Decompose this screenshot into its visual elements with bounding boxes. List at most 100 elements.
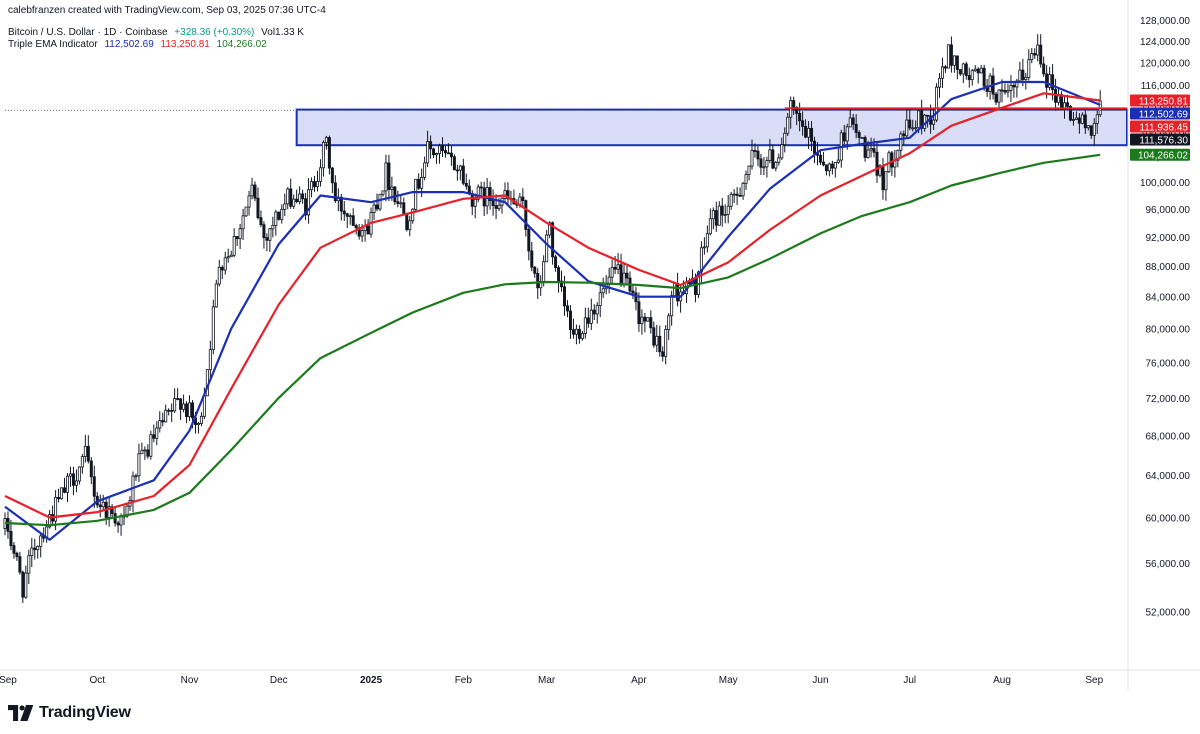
candle-body bbox=[750, 150, 754, 167]
candle-body bbox=[39, 535, 43, 547]
candle-body bbox=[24, 572, 28, 598]
candle-body bbox=[914, 127, 918, 130]
candle-body bbox=[188, 402, 192, 418]
candle-body bbox=[101, 501, 105, 508]
candle-body bbox=[821, 161, 825, 166]
candle-body bbox=[417, 178, 421, 189]
candle-body bbox=[1039, 44, 1043, 65]
candle-body bbox=[613, 266, 617, 270]
candle-body bbox=[161, 420, 165, 423]
candle-body bbox=[429, 141, 433, 150]
candle-body bbox=[238, 228, 242, 240]
candle-body bbox=[30, 547, 34, 557]
candle-body bbox=[530, 250, 534, 268]
tradingview-brand[interactable]: TradingView bbox=[8, 702, 131, 724]
candle-body bbox=[917, 110, 921, 129]
candle-body bbox=[345, 213, 349, 217]
candle-body bbox=[253, 184, 257, 199]
candle-body bbox=[536, 272, 540, 289]
x-tick-label: Apr bbox=[631, 675, 647, 686]
candle-body bbox=[494, 205, 498, 209]
candle-body bbox=[1086, 125, 1090, 129]
candle-body bbox=[402, 202, 406, 215]
candle-body bbox=[658, 335, 662, 353]
candle-body bbox=[74, 480, 78, 486]
candle-body bbox=[631, 290, 635, 294]
candle-body bbox=[223, 257, 227, 271]
candle-body bbox=[946, 44, 950, 69]
candle-body bbox=[440, 145, 444, 151]
candle-body bbox=[932, 119, 936, 125]
candle-body bbox=[625, 272, 629, 279]
candle-body bbox=[979, 67, 983, 74]
candle-body bbox=[458, 165, 462, 171]
candle-body bbox=[256, 197, 260, 219]
candle-body bbox=[637, 301, 641, 325]
candle-body bbox=[185, 403, 189, 418]
y-tick-label: 100,000.00 bbox=[1140, 178, 1190, 189]
candle-body bbox=[286, 188, 290, 205]
candle-body bbox=[432, 148, 436, 156]
candle-body bbox=[1045, 73, 1049, 88]
candle-body bbox=[920, 110, 924, 129]
candle-body bbox=[446, 152, 450, 155]
candle-body bbox=[232, 236, 236, 256]
y-tick-label: 124,000.00 bbox=[1140, 37, 1190, 48]
candle-body bbox=[77, 466, 81, 482]
candle-body bbox=[190, 402, 194, 419]
candle-body bbox=[170, 409, 174, 412]
ema-lines-layer bbox=[4, 80, 1101, 541]
candle-body bbox=[726, 205, 730, 215]
x-tick-label: Nov bbox=[181, 675, 199, 686]
ema-mid-value: 113,250.81 bbox=[160, 39, 210, 50]
candle-body bbox=[1083, 114, 1087, 129]
candle-body bbox=[747, 165, 751, 175]
candle-body bbox=[1027, 59, 1031, 78]
x-tick-label: Mar bbox=[538, 675, 556, 686]
candle-body bbox=[771, 149, 775, 169]
indicator-name: Triple EMA Indicator bbox=[8, 39, 98, 50]
candle-body bbox=[387, 162, 391, 190]
candle-body bbox=[54, 496, 58, 522]
candle-body bbox=[548, 222, 552, 236]
candle-body bbox=[813, 140, 817, 154]
candle-body bbox=[449, 152, 453, 158]
candle-body bbox=[211, 306, 215, 351]
indicator-legend[interactable]: Triple EMA Indicator 112,502.69 113,250.… bbox=[8, 39, 271, 50]
candle-body bbox=[318, 167, 322, 182]
candle-body bbox=[443, 150, 447, 154]
price-label-text: 111,576.30 bbox=[1139, 135, 1188, 146]
candle-body bbox=[807, 127, 811, 138]
candle-body bbox=[18, 556, 22, 573]
candle-body bbox=[280, 208, 284, 220]
candle-body bbox=[560, 280, 564, 288]
ema-fast-line bbox=[4, 80, 1101, 541]
candle-body bbox=[753, 150, 757, 152]
candle-body bbox=[860, 137, 864, 139]
candle-body bbox=[601, 288, 605, 294]
candle-body bbox=[438, 145, 442, 154]
y-tick-label: 128,000.00 bbox=[1140, 16, 1190, 27]
y-tick-label: 52,000.00 bbox=[1146, 607, 1191, 618]
ema-slow-line bbox=[4, 153, 1101, 527]
candle-body bbox=[57, 496, 61, 500]
x-tick-label: Aug bbox=[993, 675, 1011, 686]
candle-body bbox=[872, 148, 876, 153]
candle-body bbox=[461, 165, 465, 184]
candle-body bbox=[774, 161, 778, 169]
candle-body bbox=[149, 434, 153, 457]
candle-body bbox=[899, 133, 903, 151]
candle-body bbox=[583, 317, 587, 334]
candle-body bbox=[310, 181, 314, 191]
candle-body bbox=[217, 266, 221, 285]
y-tick-label: 116,000.00 bbox=[1141, 81, 1191, 92]
horizontal-lines-layer bbox=[5, 107, 1127, 111]
x-tick-label: Feb bbox=[455, 675, 473, 686]
candle-body bbox=[634, 292, 638, 303]
symbol-legend: Bitcoin / U.S. Dollar · 1D · Coinbase +3… bbox=[8, 27, 308, 38]
candle-body bbox=[735, 193, 739, 196]
candle-body bbox=[390, 186, 394, 190]
candle-body bbox=[1048, 74, 1052, 88]
candle-body bbox=[732, 193, 736, 196]
